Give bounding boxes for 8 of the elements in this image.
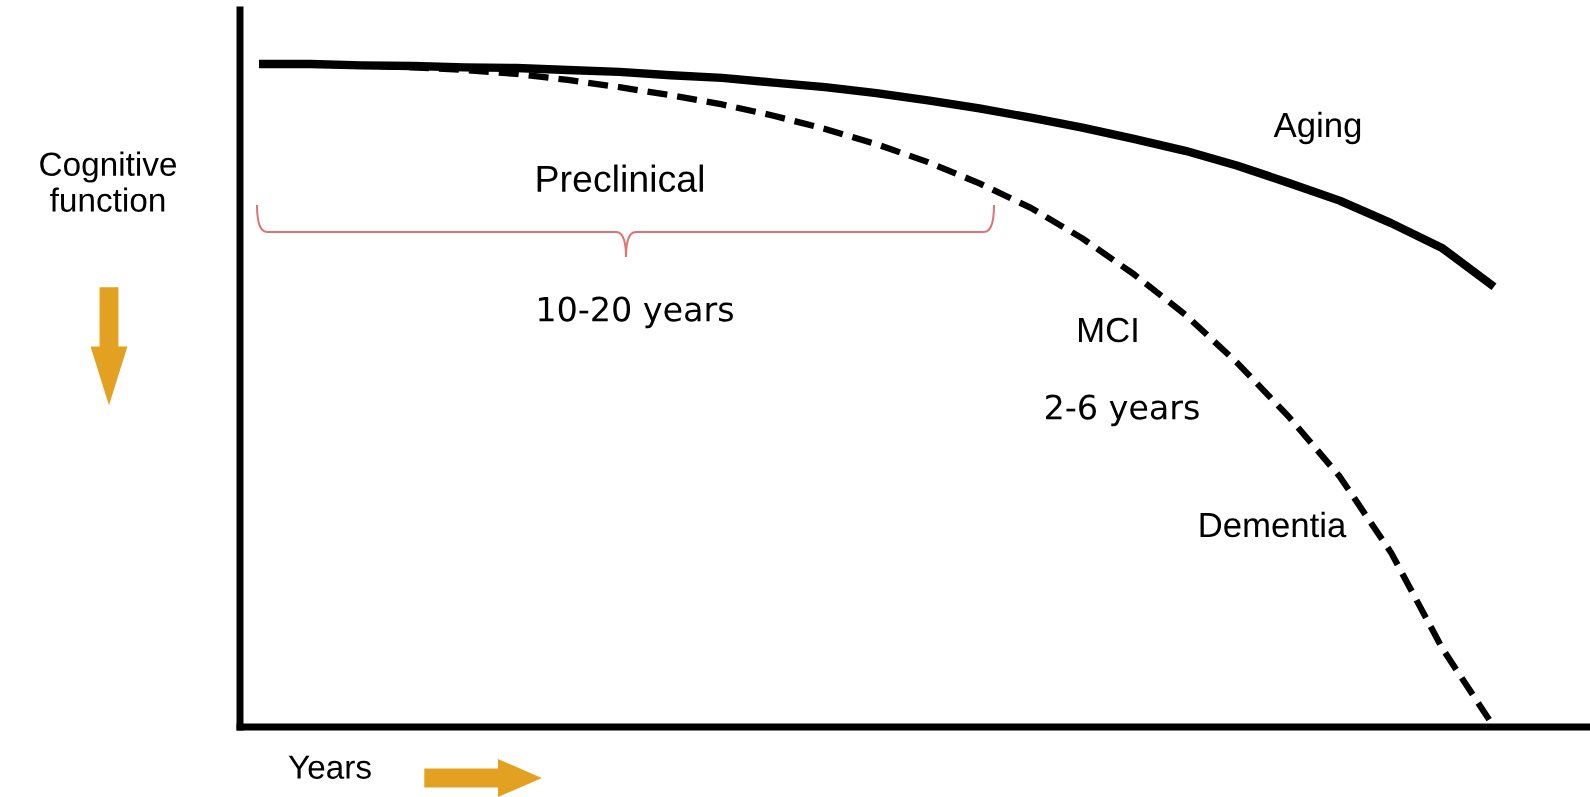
series-label: Aging (1273, 111, 1361, 145)
x-axis-title: Years (288, 755, 371, 779)
y-axis-title: Cognitive function (40, 151, 176, 212)
annotation: 2-6 years (1046, 394, 1199, 427)
annotation: MCI (1079, 317, 1137, 343)
annotation: 10-20 years (539, 296, 733, 329)
series-label: Dementia (1200, 511, 1347, 538)
annotation: Preclinical (537, 164, 703, 193)
